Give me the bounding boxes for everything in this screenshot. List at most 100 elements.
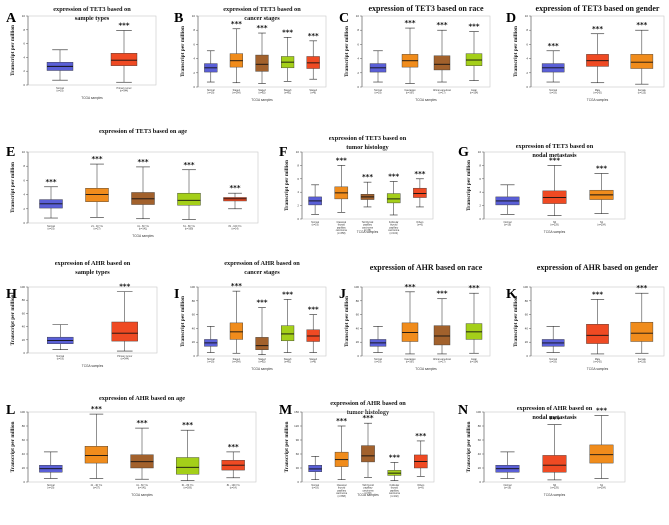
category-count: (n=19) [312,224,319,227]
category-label: Normal [311,221,319,224]
box-normal: *** Normal(n=19) [39,178,63,231]
category-count: (n=19) [375,92,382,95]
box-41-60-yrs: *** 41 - 60 Yrs(n=141) [130,419,154,490]
category-label: 81 - 100 Yrs [227,484,241,487]
category-label: papillary [363,224,373,227]
category-count: (n=82) [259,361,266,364]
y-tick-label: 0 [526,85,528,89]
category-label: Normal [374,358,382,361]
category-count: (n=358) [337,495,346,498]
y-tick-label: 10 [356,14,360,18]
y-tick-label: 40 [22,325,26,329]
category-label: thyroid [391,487,399,490]
y-tick-label: 80 [192,299,196,303]
significance-label: *** [636,21,647,29]
category-label: Normal [47,225,55,228]
x-axis-label: TCGA samples [357,230,379,234]
chart-title: sample types [75,15,110,22]
category-count: (n=19) [550,361,557,364]
box-stage2: *** Stage2(n=82) [255,24,269,95]
category-label: Stage2 [258,89,266,92]
significance-label: *** [231,20,242,28]
box-stage2: *** Stage2(n=82) [255,299,269,364]
iqr-box [177,192,201,206]
significance-label: *** [405,283,416,291]
significance-label: *** [282,290,293,298]
x-axis-label: TCGA samples [251,367,273,371]
x-axis-label: TCGA samples [132,234,154,238]
category-label: Classical [337,221,347,224]
category-label: Stage3 [284,358,292,361]
y-tick-label: 10 [22,14,26,18]
y-tick-label: 100 [20,410,25,414]
category-count: (n=169) [183,487,192,490]
category-label: 41 - 60 Yrs [137,225,149,228]
category-label: Normal [56,87,64,90]
chart-title: expression of AHR based on [224,260,300,267]
iqr-box [281,325,295,342]
category-label: Asian [471,89,478,92]
box-caucasian: *** Caucasian(n=167) [401,283,419,364]
category-count: (n=254) [597,224,606,227]
y-tick-label: 6 [23,178,25,182]
y-tick-label: 4 [23,193,25,197]
category-label: papillary [364,487,374,490]
category-count: (n=141) [138,487,147,490]
category-count: (n=344) [121,358,130,361]
category-count: (n=19) [57,358,64,361]
iqr-box [255,337,269,350]
chart-title: expression of TET3 based on [53,6,131,13]
chart-title: expression of AHR based on race [370,263,483,272]
y-axis-label: Transcript per million [344,296,350,347]
category-count: (n=154) [470,361,479,364]
category-label: Others [416,221,424,224]
y-tick-label: 6 [297,177,299,181]
significance-label: *** [336,156,347,164]
category-label: carcinoma [362,489,374,492]
box-stage3: *** Stage3(n=81) [281,290,295,364]
category-count: (n=82) [259,92,266,95]
panel-letter: E [6,145,15,160]
panel-letter: B [174,11,183,26]
iqr-box [630,321,654,342]
chart-title: sample types [75,269,110,276]
category-label: 81 - 100 Yrs [229,225,243,228]
significance-label: *** [549,156,560,164]
box-21-40-yrs: *** 21 - 40 Yrs(n=27) [85,155,109,231]
y-tick-label: 8 [297,163,299,167]
y-tick-label: 0 [526,354,528,358]
category-label: Others [417,484,425,487]
category-label: Normal [549,358,557,361]
category-count: (n=6) [310,361,316,364]
category-count: (n=19) [47,487,54,490]
panel-letter: L [6,403,15,418]
category-label: Follicular [390,484,400,487]
y-tick-label: 80 [478,424,482,428]
y-tick-label: 2 [23,69,25,73]
y-tick-label: 0 [23,221,25,225]
y-axis-label: Transcript per million [10,294,16,345]
category-label: N0 [553,484,557,487]
y-axis-label: Transcript per million [513,26,519,77]
significance-label: *** [308,32,319,40]
category-label: Follicular [389,221,399,224]
significance-label: *** [388,172,399,180]
iqr-box [433,55,451,71]
y-axis-label: Transcript per million [466,421,472,472]
y-tick-label: 2 [193,71,195,75]
significance-label: *** [548,42,559,50]
y-axis-label: Transcript per million [284,421,290,472]
x-axis-label: TCGA samples [81,96,103,100]
category-count: (n=19) [504,487,511,490]
y-axis-label: Transcript per million [180,26,186,77]
category-label: carcinoma [389,492,401,495]
y-tick-label: 0 [193,354,195,358]
box-male: *** Male(n=242) [586,25,609,95]
significance-label: *** [596,164,607,172]
box-asian: *** Asian(n=154) [465,23,483,95]
category-count: (n=14) [232,228,239,231]
y-tick-label: 0 [297,217,299,221]
